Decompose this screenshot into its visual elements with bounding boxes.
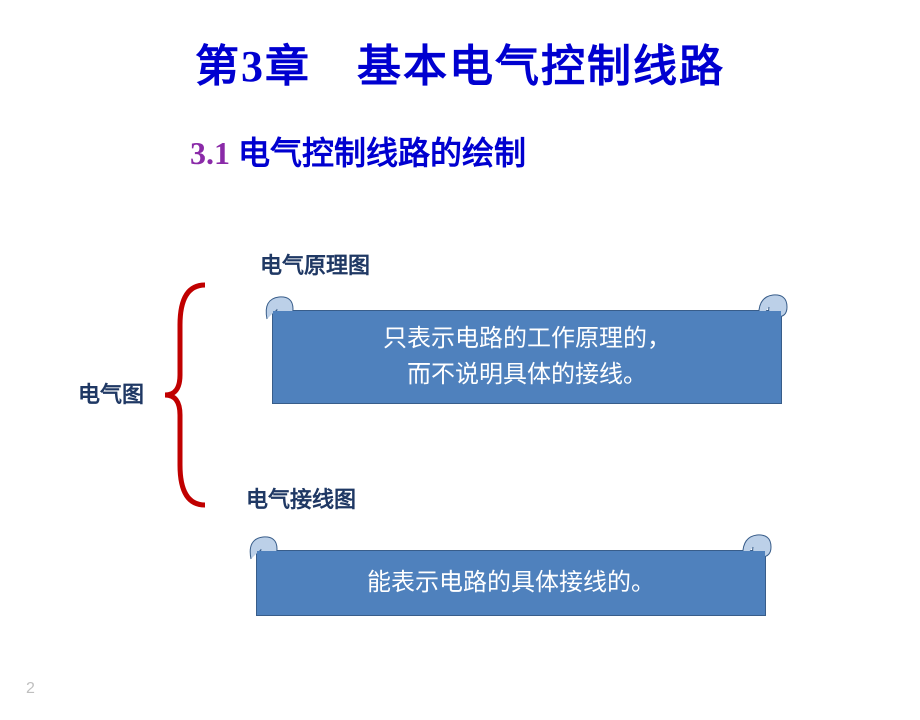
chapter-title: 第3章 基本电气控制线路 bbox=[0, 30, 920, 94]
scroll-text-wiring: 能表示电路的具体接线的。 bbox=[367, 565, 655, 601]
scroll-body: 只表示电路的工作原理的， 而不说明具体的接线。 bbox=[273, 311, 781, 403]
branch-label-wiring: 电气接线图 bbox=[246, 482, 356, 514]
section-number: 3.1 bbox=[190, 135, 230, 171]
scroll-box-schematic: 只表示电路的工作原理的， 而不说明具体的接线。 bbox=[272, 310, 782, 404]
brace-icon bbox=[160, 280, 220, 510]
scroll-text-schematic: 只表示电路的工作原理的， 而不说明具体的接线。 bbox=[383, 321, 671, 393]
page-number: 2 bbox=[26, 680, 35, 698]
left-category-label: 电气图 bbox=[78, 377, 144, 409]
branch-label-schematic: 电气原理图 bbox=[260, 248, 370, 280]
scroll-body: 能表示电路的具体接线的。 bbox=[257, 551, 765, 615]
brace-path bbox=[165, 285, 205, 505]
section-title: 3.1 电气控制线路的绘制 bbox=[190, 128, 920, 174]
scroll-box-wiring: 能表示电路的具体接线的。 bbox=[256, 550, 766, 616]
section-heading-text: 电气控制线路的绘制 bbox=[238, 135, 526, 171]
